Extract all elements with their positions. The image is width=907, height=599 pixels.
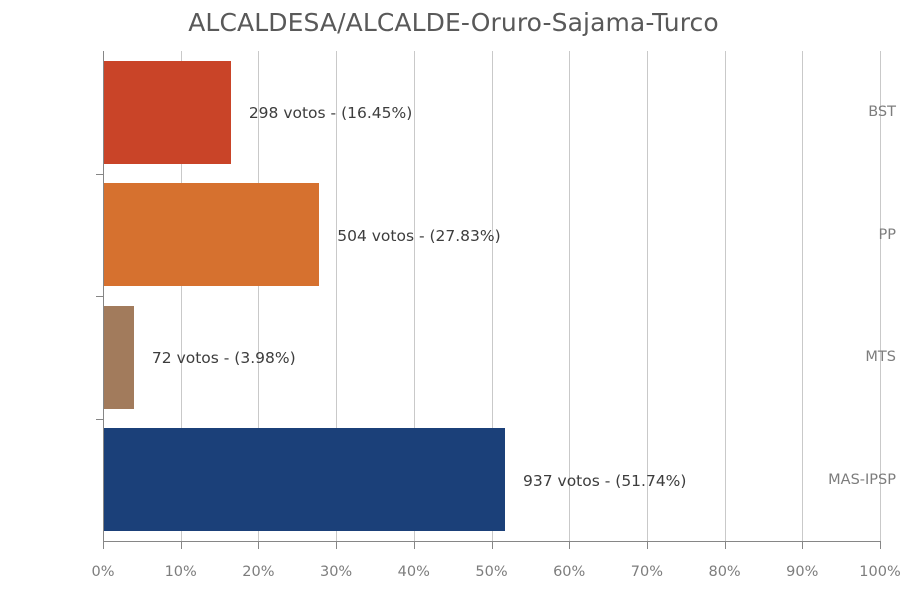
x-axis-tick-label: 60% (553, 564, 586, 580)
x-axis-tick (258, 542, 260, 549)
gridline (258, 51, 260, 541)
plot-area (103, 51, 881, 541)
x-axis-tick-label: 90% (786, 564, 819, 580)
x-axis-tick-label: 80% (708, 564, 741, 580)
category-label-bst: BST (868, 104, 896, 121)
y-axis-line (103, 51, 104, 542)
gridline (802, 51, 804, 541)
x-axis-tick (336, 542, 338, 549)
x-axis-tick-label: 30% (319, 564, 353, 580)
category-label-mas-ipsp: MAS-IPSP (828, 471, 896, 488)
bar-mas-ipsp (103, 428, 506, 532)
x-axis-tick-label: 20% (242, 564, 275, 580)
x-axis-tick (413, 542, 415, 549)
gridline (491, 51, 493, 541)
gridline (569, 51, 571, 541)
category-label-pp: PP (878, 226, 897, 243)
data-label-mas-ipsp: 937 votos - (51.74%) (523, 471, 687, 490)
gridline (724, 51, 726, 541)
bar-mts (103, 305, 134, 409)
gridline (180, 51, 182, 541)
x-axis-tick (180, 542, 182, 549)
x-axis-tick-label: 100% (859, 564, 901, 580)
x-axis-tick (646, 542, 648, 549)
data-label-bst: 298 votos - (16.45%) (248, 104, 413, 123)
y-axis-tick (96, 418, 103, 420)
gridline (880, 51, 881, 541)
x-axis-line (103, 541, 881, 542)
chart-title: ALCALDESA/ALCALDE-Oruro-Sajama-Turco (188, 8, 719, 37)
x-axis-tick (802, 542, 804, 549)
data-label-mts: 72 votos - (3.98%) (151, 349, 296, 368)
bar-pp (103, 183, 320, 287)
gridline (646, 51, 648, 541)
gridline (336, 51, 338, 541)
gridline (413, 51, 415, 541)
data-label-pp: 504 votos - (27.83%) (337, 226, 501, 245)
bar-bst (103, 60, 231, 164)
x-axis-tick-label: 10% (164, 564, 197, 580)
x-axis-tick (491, 542, 493, 549)
x-axis-tick (880, 542, 881, 549)
x-axis-tick-label: 40% (397, 564, 430, 580)
x-axis-tick (103, 542, 104, 549)
x-axis-tick-label: 50% (475, 564, 508, 580)
y-axis-tick (96, 173, 103, 175)
x-axis-tick-label: 0% (91, 564, 115, 580)
category-label-mts: MTS (865, 349, 896, 366)
x-axis-tick (724, 542, 726, 549)
x-axis-tick (569, 542, 571, 549)
x-axis-tick-label: 70% (630, 564, 664, 580)
y-axis-tick (96, 296, 103, 297)
